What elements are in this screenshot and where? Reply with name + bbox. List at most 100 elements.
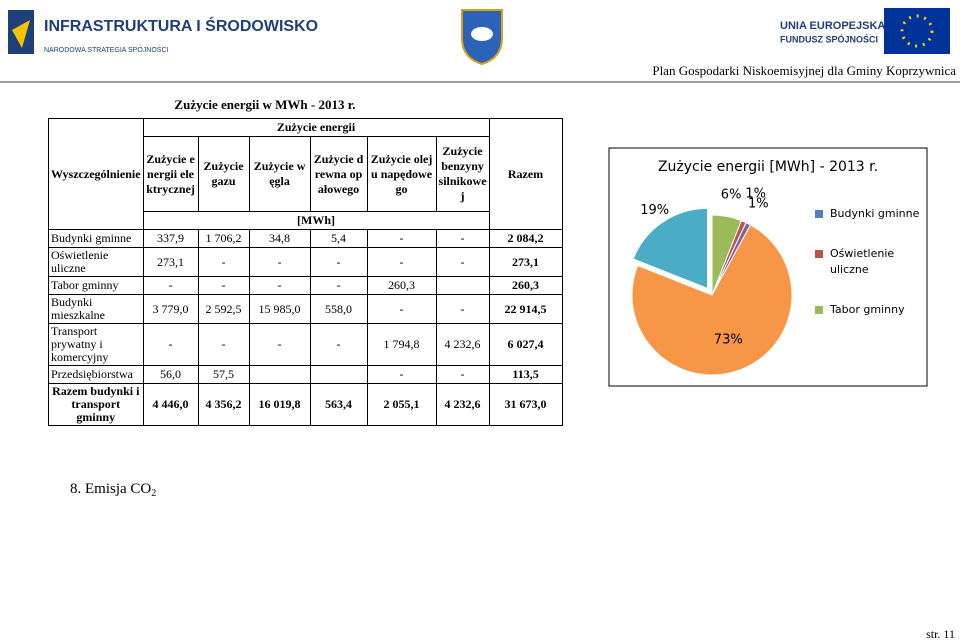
table-row: Budynki gminne 337,9 1 706,2 34,8 5,4- -2 084… [48, 229, 563, 248]
legend-line: Oświetlenie [830, 247, 894, 260]
unit-header: [MWh] [142, 211, 490, 230]
cell [248, 365, 311, 384]
legend-label: Budynki gminne [830, 207, 920, 220]
cell: - [366, 247, 437, 277]
corner-header: Wyszczególnienie [48, 118, 144, 230]
running-title: Plan Gospodarki Niskoemisyjnej dla Gminy… [652, 63, 956, 78]
cell: - [366, 294, 437, 324]
table-row: Przedsiębiorstwa 56,0 57,5- -113,5 [48, 365, 563, 384]
column-header: Zużycie drewna opałowego [309, 136, 368, 212]
cell: - [248, 323, 311, 366]
row-label: Oświetlenie uliczne [48, 247, 144, 277]
column-header: Zużycie benzyny silnikowej [435, 136, 490, 212]
section-subscript: 2 [151, 488, 156, 499]
cell: 1 706,2 [197, 229, 250, 248]
cell: 31 673,0 [488, 383, 563, 426]
cell: 56,0 [142, 365, 199, 384]
cell: - [248, 247, 311, 277]
logo-star [12, 20, 30, 48]
cell: 260,3 [488, 276, 563, 295]
cell: - [435, 247, 490, 277]
cell: - [142, 276, 199, 295]
cell: - [366, 229, 437, 248]
table-caption: Zużycie energii w MWh - 2013 r. [174, 97, 355, 112]
column-header: Zużycie gazu [197, 136, 250, 212]
cell: 4 232,6 [435, 383, 490, 426]
cell: - [197, 247, 250, 277]
table-row: Oświetlenie uliczne 273,1- - - - -273,1 [48, 247, 563, 277]
cell: 4 446,0 [142, 383, 199, 426]
group-header: Zużycie energii [142, 118, 490, 137]
coat-animal [471, 27, 493, 41]
column-header-row: Zużycie energii elektrycznej Zużycie gazu… [49, 136, 563, 212]
total-header: Razem [488, 118, 563, 230]
cell: 2 592,5 [197, 294, 250, 324]
slice-label: 19% [640, 203, 669, 218]
energy-table: Wyszczególnienie Zużycie energii Razem Z… [48, 118, 563, 426]
column-header: Zużycie oleju napędowego [366, 136, 437, 212]
cell: - [435, 294, 490, 324]
eu-title: UNIA EUROPEJSKA [780, 20, 885, 32]
unit-row: [MWh] [49, 211, 563, 230]
cell: 4 232,6 [435, 323, 490, 366]
cell [309, 365, 368, 384]
table-row: Transport prywatny i komercyjny - - - -1 794… [48, 323, 563, 366]
section-text: Emisja CO [85, 481, 151, 497]
legend-label: Tabor gminny [829, 303, 905, 316]
cell: 260,3 [366, 276, 437, 295]
cell: 6 027,4 [488, 323, 563, 366]
cell: 2 055,1 [366, 383, 437, 426]
column-header: Zużycie węgla [248, 136, 311, 212]
cell: - [366, 365, 437, 384]
cell: - [309, 247, 368, 277]
legend-label: Oświetlenie uliczne [830, 247, 894, 276]
cell: 1 794,8 [366, 323, 437, 366]
cell: 16 019,8 [248, 383, 311, 426]
cell: - [142, 323, 199, 366]
logo-subtitle: NARODOWA STRATEGIA SPÓJNOŚCI [44, 45, 169, 54]
cell [435, 276, 490, 295]
cell: 15 985,0 [248, 294, 311, 324]
table-row: Razem budynki i transport gminny 4 446,0 4… [48, 383, 563, 426]
row-label: Przedsiębiorstwa [48, 365, 144, 384]
slice-label: 6% [721, 187, 742, 202]
cell: 273,1 [142, 247, 199, 277]
slice-label: 1% [745, 187, 766, 202]
cell: 5,4 [309, 229, 368, 248]
cell: - [248, 276, 311, 295]
cell: 337,9 [142, 229, 199, 248]
cell: - [435, 229, 490, 248]
cell: - [197, 276, 250, 295]
cell: 113,5 [488, 365, 563, 384]
cell: 558,0 [309, 294, 368, 324]
section-heading: 8. Emisja CO2 [70, 481, 156, 499]
cell: - [435, 365, 490, 384]
cell: - [309, 276, 368, 295]
logo-title: INFRASTRUKTURA I ŚRODOWISKO [44, 16, 318, 35]
legend-swatch [815, 210, 823, 218]
cell: - [197, 323, 250, 366]
header-row: Wyszczególnienie Zużycie energii Razem [48, 118, 563, 230]
row-label: Budynki gminne [48, 229, 144, 248]
table-row: Budynki mieszkalne 3 779,0 2 592,5 15 985,0… [48, 294, 563, 324]
cell: 22 914,5 [488, 294, 563, 324]
cell: 2 084,2 [488, 229, 563, 248]
cell: 3 779,0 [142, 294, 199, 324]
section-number: 8. [70, 481, 81, 497]
column-header: Zużycie energii elektrycznej [142, 136, 199, 212]
pie-slice [631, 224, 793, 376]
page-number: str. 11 [926, 627, 955, 641]
row-label: Razem budynki i transport gminny [48, 383, 144, 426]
eu-stars [900, 14, 934, 48]
pie-slice [632, 207, 709, 290]
cell: 34,8 [248, 229, 311, 248]
legend-swatch [815, 306, 823, 314]
cell: 563,4 [309, 383, 368, 426]
table-row: Tabor gminny - - - -260,3 260,3 [48, 276, 563, 295]
cell: 57,5 [197, 365, 250, 384]
chart: Zużycie energii [MWh] - 2013 r.6% 1%1%73%… [631, 159, 920, 376]
row-label: Tabor gminny [48, 276, 144, 295]
cell: 273,1 [488, 247, 563, 277]
legend-line: uliczne [830, 263, 869, 276]
